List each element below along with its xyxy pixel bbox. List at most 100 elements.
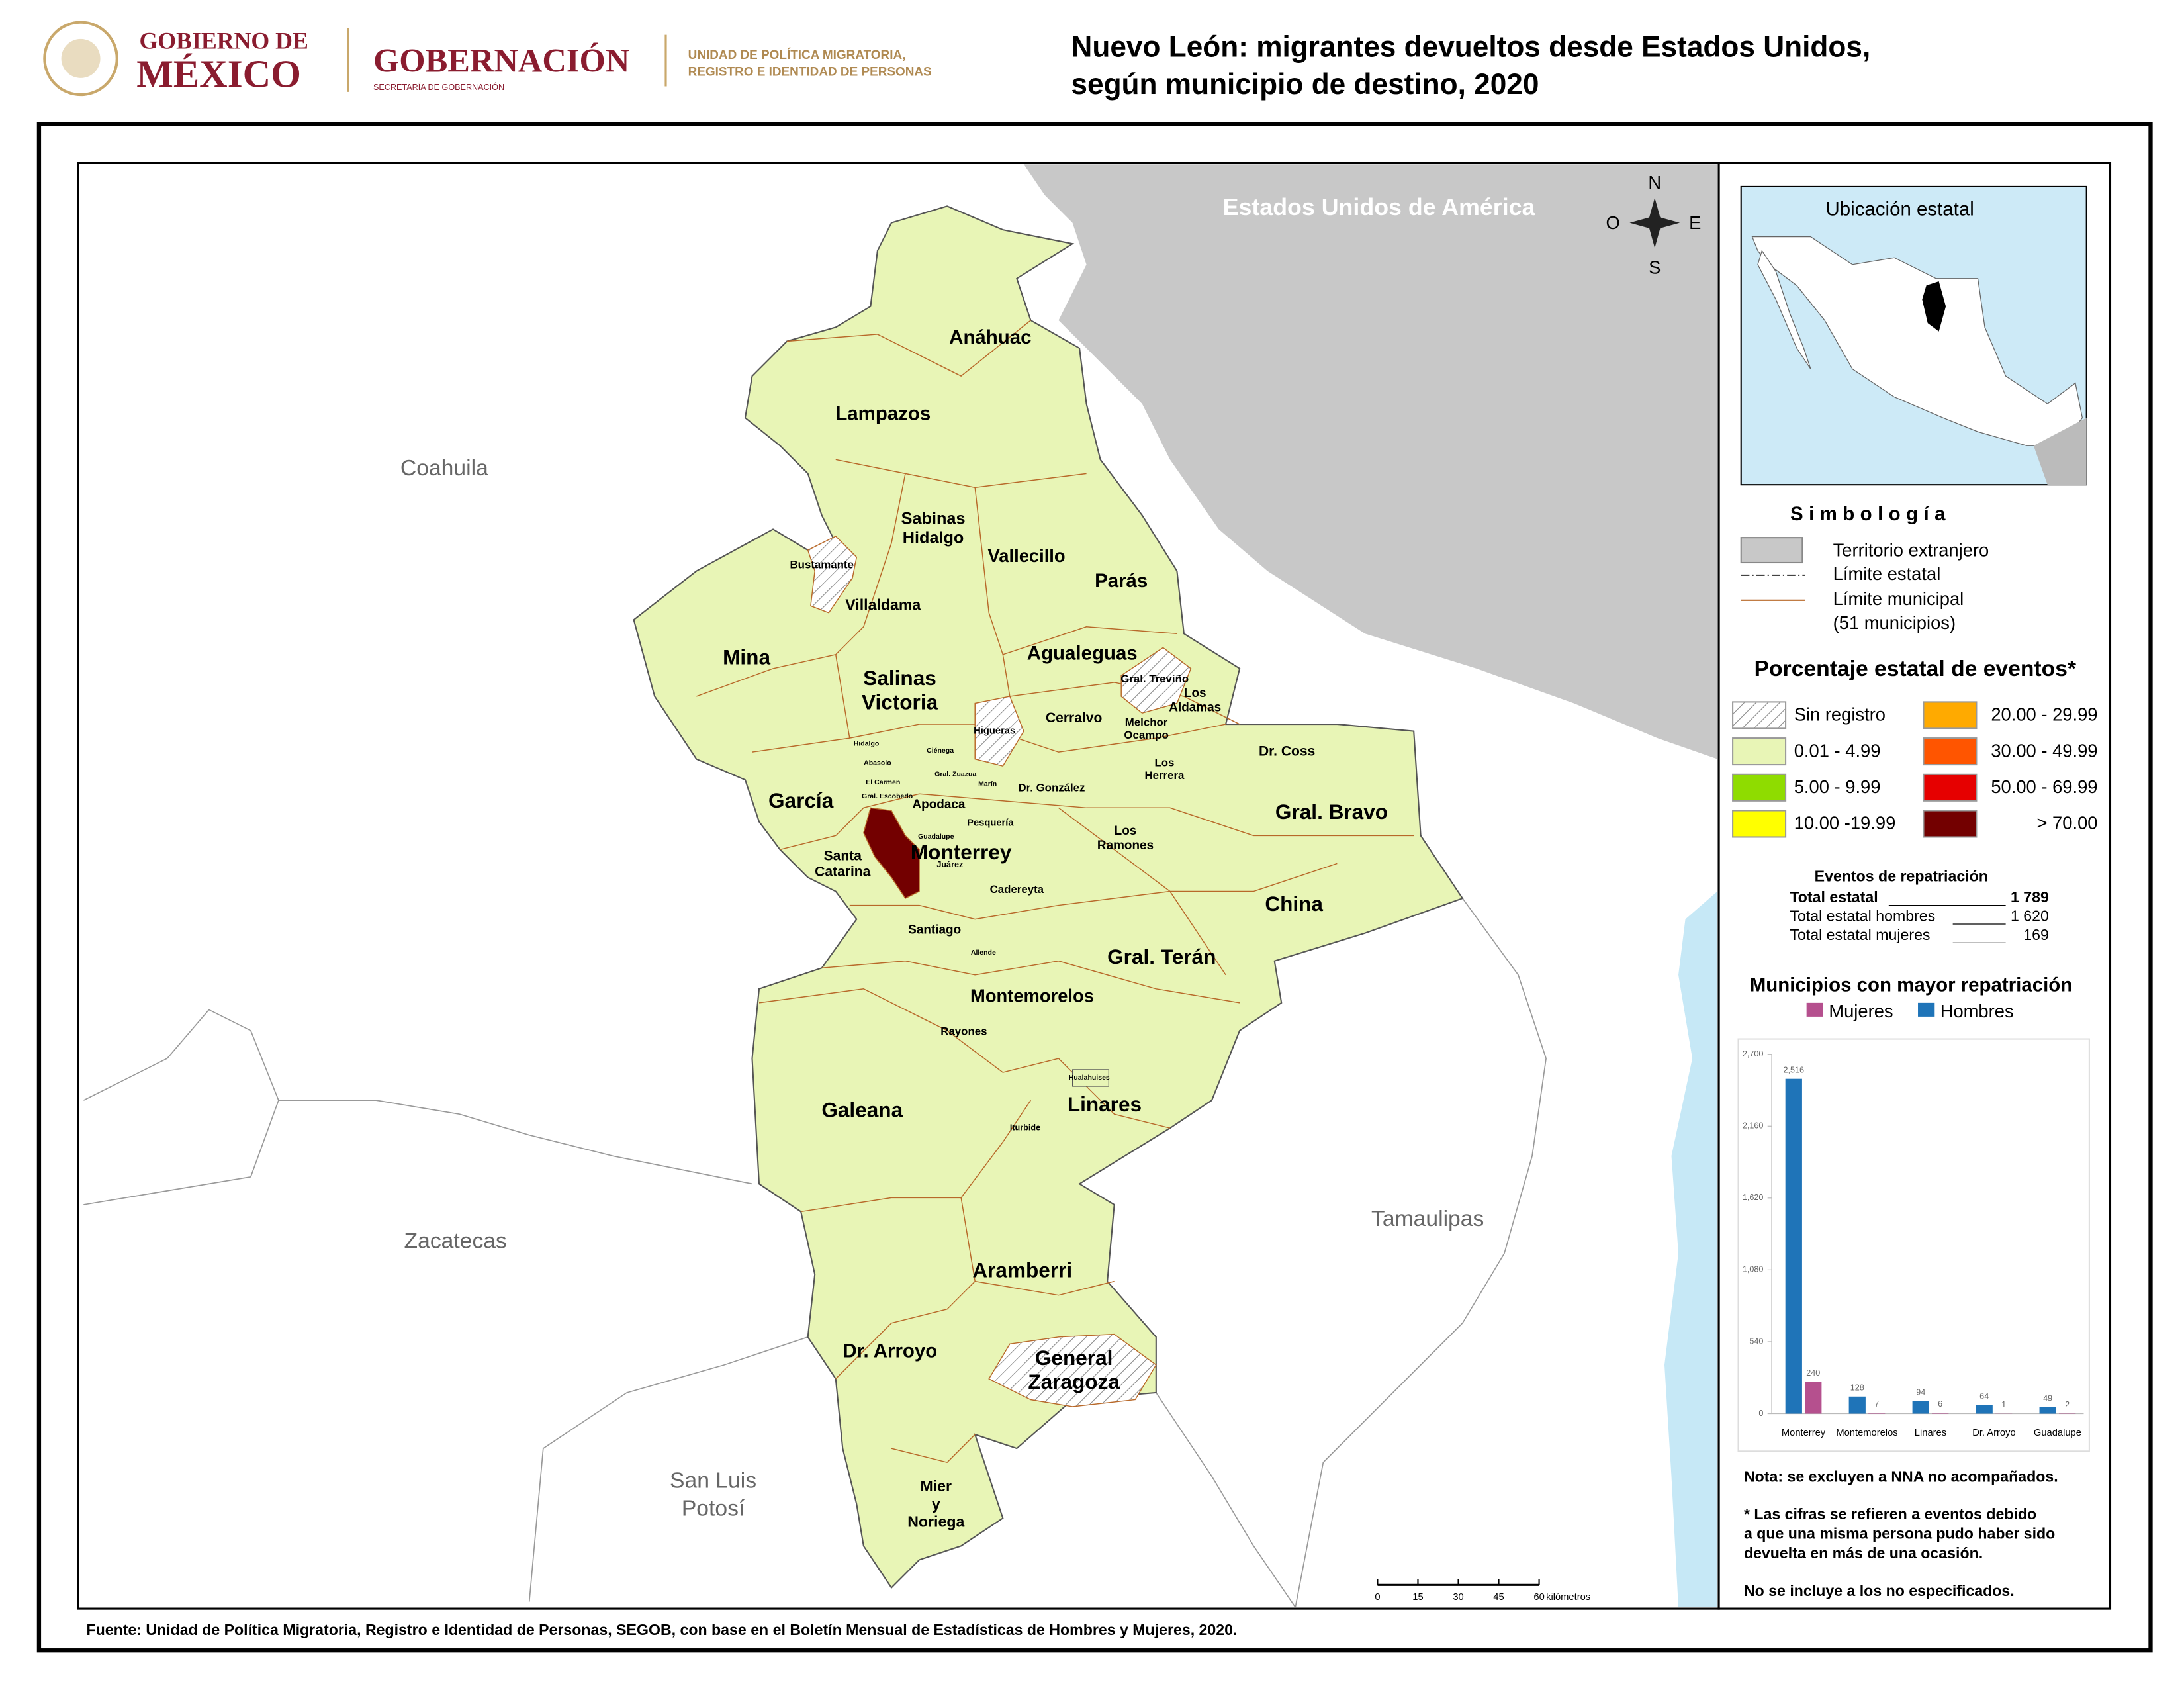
legend-swatch bbox=[1732, 737, 1787, 766]
municipality-label: Parás bbox=[1095, 570, 1148, 592]
y-tick-label: 2,160 bbox=[1743, 1121, 1764, 1131]
municipal-border bbox=[835, 459, 1087, 489]
note: * Las cifras se refieren a eventos debid… bbox=[1744, 1505, 2036, 1523]
compass-n: N bbox=[1648, 172, 1661, 193]
legend-swatch bbox=[1732, 810, 1787, 838]
municipality-label: Bustamante bbox=[790, 559, 854, 571]
value-label: 94 bbox=[1916, 1387, 1925, 1397]
legend-swatch bbox=[1923, 810, 1978, 838]
bar bbox=[1976, 1405, 1993, 1414]
legend-swatch bbox=[1732, 773, 1787, 802]
state-border bbox=[1295, 898, 1547, 1608]
municipal-border bbox=[780, 793, 1414, 851]
dept-sub: SECRETARÍA DE GOBERNACIÓN bbox=[373, 82, 504, 92]
baja-shape bbox=[1757, 250, 1811, 369]
outer-frame bbox=[36, 122, 2153, 1653]
legend-swatch bbox=[1806, 1002, 1823, 1017]
x-tick-label: Guadalupe bbox=[2034, 1428, 2081, 1438]
municipality-label: Los bbox=[1115, 824, 1137, 838]
municipality-label: Zaragoza bbox=[1028, 1370, 1120, 1393]
scale-label: 15 bbox=[1412, 1592, 1423, 1603]
stats-value: 1 789 bbox=[2011, 888, 2049, 906]
municipal-border bbox=[1058, 807, 1226, 976]
municipality-label: Santiago bbox=[908, 923, 961, 937]
bar bbox=[1785, 1078, 1802, 1414]
legend-label: Mujeres bbox=[1829, 1001, 1893, 1021]
municipal-border bbox=[821, 960, 1240, 1004]
legend-label: 5.00 - 9.99 bbox=[1794, 776, 1881, 797]
region-label: Potosí bbox=[682, 1497, 745, 1521]
stats-label: Total estatal hombres bbox=[1790, 908, 1935, 925]
municipality-label: García bbox=[768, 788, 834, 812]
region-label: Coahuila bbox=[400, 456, 488, 481]
legend-label: 30.00 - 49.99 bbox=[1991, 740, 2097, 761]
municipality-label: Dr. Arroyo bbox=[842, 1340, 937, 1362]
municipality-label: Los bbox=[1184, 686, 1206, 700]
municipality-label: China bbox=[1265, 892, 1323, 915]
municipal-border bbox=[758, 988, 1171, 1129]
value-label: 2 bbox=[2065, 1400, 2070, 1409]
legend-label: 10.00 -19.99 bbox=[1794, 813, 1896, 833]
gov-line1: GOBIERNO DE bbox=[139, 27, 308, 54]
gulf-water bbox=[1664, 891, 1717, 1607]
notes: Nota: se excluyen a NNA no acompañados. *… bbox=[1744, 1468, 2058, 1599]
value-label: 7 bbox=[1874, 1399, 1879, 1409]
municipality-label: Lampazos bbox=[835, 403, 931, 425]
municipality-label: Hidalgo bbox=[854, 739, 880, 747]
y-tick-label: 2,700 bbox=[1743, 1049, 1764, 1058]
value-label: 1 bbox=[2001, 1400, 2006, 1409]
value-label: 128 bbox=[1850, 1383, 1864, 1392]
scale-bar: 0 15 30 45 60 bbox=[1375, 1579, 1545, 1603]
y-tick-label: 0 bbox=[1758, 1409, 1763, 1418]
municipal-border bbox=[696, 473, 906, 697]
municipality-label: Gral. Treviño bbox=[1120, 673, 1189, 685]
y-tick-label: 1,080 bbox=[1743, 1265, 1764, 1274]
municipal-border bbox=[891, 1434, 976, 1463]
municipality-label: Marín bbox=[978, 780, 997, 788]
municipality-label: Agualeguas bbox=[1027, 643, 1138, 665]
bar bbox=[1848, 1396, 1866, 1414]
x-tick-label: Dr. Arroyo bbox=[1972, 1428, 2015, 1438]
municipality-label: Ciénega bbox=[927, 747, 954, 755]
municipality-label: Melchor bbox=[1125, 716, 1168, 728]
municipality-label: Montemorelos bbox=[970, 986, 1094, 1006]
municipality-label: Herrera bbox=[1144, 769, 1185, 782]
municipality-label: Higueras bbox=[974, 726, 1015, 736]
legend-label: 0.01 - 4.99 bbox=[1794, 740, 1881, 761]
municipality-label: Apodaca bbox=[913, 798, 966, 812]
municipal-border bbox=[849, 863, 1338, 920]
symbology-item: Territorio extranjero bbox=[1833, 539, 1989, 560]
stats-value: 1 620 bbox=[2011, 908, 2049, 925]
legend-label: Sin registro bbox=[1794, 704, 1886, 725]
inset-nuevo-leon bbox=[1922, 281, 1946, 332]
scale-unit: kilómetros bbox=[1546, 1592, 1590, 1603]
municipality-label: Galeana bbox=[821, 1098, 903, 1121]
municipality-label: El Carmen bbox=[866, 778, 900, 786]
scale-label: 0 bbox=[1375, 1592, 1380, 1603]
stats-label: Total estatal mujeres bbox=[1790, 926, 1930, 943]
legend-title: Porcentaje estatal de eventos* bbox=[1754, 657, 2077, 681]
legend-label: 20.00 - 29.99 bbox=[1991, 704, 2097, 725]
value-label: 49 bbox=[2043, 1393, 2052, 1403]
municipality-label: Linares bbox=[1068, 1092, 1142, 1116]
symbology-item: Límite municipal bbox=[1833, 588, 1964, 609]
municipality-label: Gral. Terán bbox=[1107, 945, 1216, 968]
municipality-label: Pesquería bbox=[967, 818, 1014, 828]
municipality-label: Dr. Coss bbox=[1259, 744, 1315, 759]
unit-line1: UNIDAD DE POLÍTICA MIGRATORIA, bbox=[688, 48, 906, 62]
gov-line2: MÉXICO bbox=[136, 52, 301, 95]
y-tick-label: 1,620 bbox=[1743, 1193, 1764, 1202]
dept: GOBERNACIÓN bbox=[373, 42, 629, 79]
municipality-label: Hidalgo bbox=[903, 528, 964, 547]
legend-swatch bbox=[1923, 773, 1978, 802]
municipal-border bbox=[787, 320, 1031, 377]
state-border bbox=[1156, 1392, 1296, 1608]
municipality-label: Mina bbox=[723, 645, 770, 669]
symbology-title: Simbología bbox=[1790, 503, 1951, 525]
legend: Sin registro 0.01 - 4.99 5.00 - 9.99 10.00 … bbox=[1732, 701, 2098, 838]
no-record-area bbox=[988, 1333, 1157, 1407]
municipality-label: Mier bbox=[921, 1477, 952, 1495]
municipality-label: Gral. Escobedo bbox=[862, 792, 913, 800]
usa-area bbox=[1023, 164, 1717, 759]
